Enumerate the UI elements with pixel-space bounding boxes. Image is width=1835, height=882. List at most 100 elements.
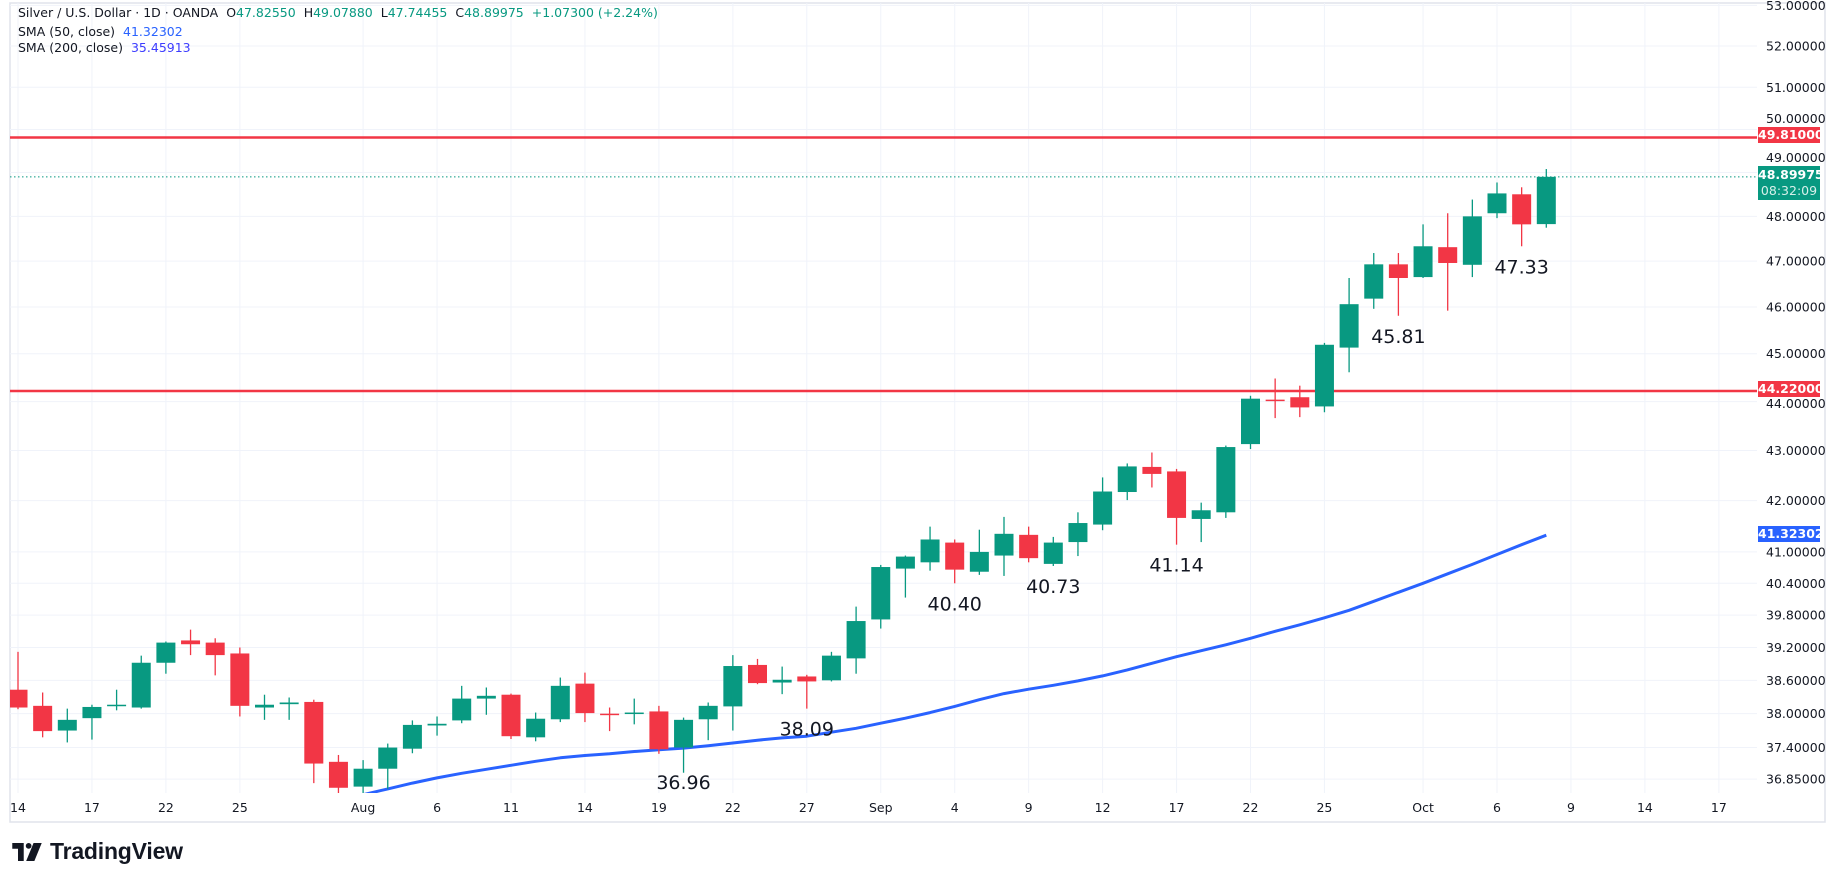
candle[interactable] [649,705,669,754]
candle[interactable] [748,658,767,685]
candle[interactable] [452,685,472,724]
candle[interactable] [1290,385,1310,418]
x-tick-label: 22 [1243,800,1259,815]
candle-body [279,702,299,705]
candle[interactable] [723,655,743,731]
tradingview-logo[interactable]: TradingView [12,838,183,865]
candle[interactable] [82,704,102,740]
candle[interactable] [1019,526,1039,563]
candle[interactable] [994,516,1014,576]
high-value: 49.07880 [313,5,373,20]
candle[interactable] [1536,169,1556,228]
candle[interactable] [1191,502,1211,543]
candle-body [1043,542,1063,564]
candle[interactable] [156,641,176,674]
sma50-line [363,533,1547,793]
candle[interactable] [846,606,866,674]
candle[interactable] [1339,277,1359,373]
candle-body [230,653,250,706]
sma200-legend[interactable]: SMA (200, close) 35.45913 [18,40,191,56]
y-tick-label: 38.60000 [1766,673,1826,688]
candle[interactable] [1487,182,1507,219]
candle[interactable] [1167,468,1187,545]
candle[interactable] [9,651,28,710]
candle[interactable] [353,760,373,793]
candle[interactable] [402,720,422,754]
candle-body [304,701,324,764]
candle[interactable] [279,697,299,720]
candle[interactable] [205,638,225,676]
candle-body [1512,194,1532,225]
close-value: 48.89975 [464,5,524,20]
candle[interactable] [1043,536,1063,566]
candle[interactable] [1364,253,1384,309]
candle[interactable] [181,629,201,656]
candle[interactable] [107,689,127,711]
candle[interactable] [772,666,792,695]
candle[interactable] [526,712,546,742]
candle-body [1462,216,1482,265]
open-value: 47.82550 [236,5,296,20]
candle[interactable] [328,754,348,793]
symbol-title[interactable]: Silver / U.S. Dollar · 1D · OANDA [18,5,219,20]
candle[interactable] [797,674,817,709]
candle-body [895,556,915,569]
candle[interactable] [501,693,521,740]
candle[interactable] [378,743,398,789]
low-value: 47.74455 [387,5,448,20]
candle[interactable] [624,698,644,725]
y-tick-label: 52.00000 [1766,38,1826,53]
candle-body [575,683,595,714]
sma50-legend[interactable]: SMA (50, close) 41.32302 [18,24,183,40]
candle[interactable] [895,555,915,598]
candle[interactable] [1142,452,1162,488]
candle[interactable] [945,539,965,584]
sma200-value: 35.45913 [130,40,191,55]
candle-body [452,698,472,721]
candle[interactable] [304,699,324,784]
low-annotation: 40.40 [927,593,981,615]
candle-body [674,719,694,748]
candle[interactable] [1388,253,1408,316]
candle-body [378,747,398,769]
candle[interactable] [698,702,718,741]
candle[interactable] [1216,445,1236,518]
candle[interactable] [131,655,151,709]
candle[interactable] [920,526,940,571]
candle[interactable] [871,564,891,629]
candle[interactable] [1462,199,1482,278]
candle[interactable] [476,687,496,715]
candle[interactable] [33,692,53,738]
candle[interactable] [1068,512,1088,557]
candle[interactable] [1241,395,1260,450]
candle[interactable] [674,717,694,773]
x-tick-label: 6 [433,800,441,815]
candle[interactable] [230,647,250,717]
candle[interactable] [600,707,620,732]
candle[interactable] [57,708,77,743]
low-annotation: 41.14 [1149,555,1203,577]
candle[interactable] [1512,187,1532,247]
candle[interactable] [1093,477,1113,531]
candle[interactable] [550,677,570,723]
candle[interactable] [1117,463,1137,501]
candle[interactable] [1265,378,1285,419]
candle[interactable] [427,716,447,736]
candle[interactable] [1413,224,1433,278]
candle[interactable] [969,529,989,575]
candle[interactable] [1314,342,1334,413]
candle[interactable] [575,672,595,723]
low-annotation: 47.33 [1494,256,1548,278]
candle[interactable] [821,651,841,682]
y-tick-label: 38.00000 [1766,706,1826,721]
candle-body [1487,193,1507,214]
candle[interactable] [1438,213,1458,311]
x-tick-label: Oct [1412,800,1434,815]
x-tick-label: 22 [158,800,174,815]
candle[interactable] [255,694,274,720]
candle-body [600,713,620,716]
candle-body [526,718,546,738]
y-tick-label: 41.00000 [1766,544,1826,559]
candle-body [402,724,422,749]
